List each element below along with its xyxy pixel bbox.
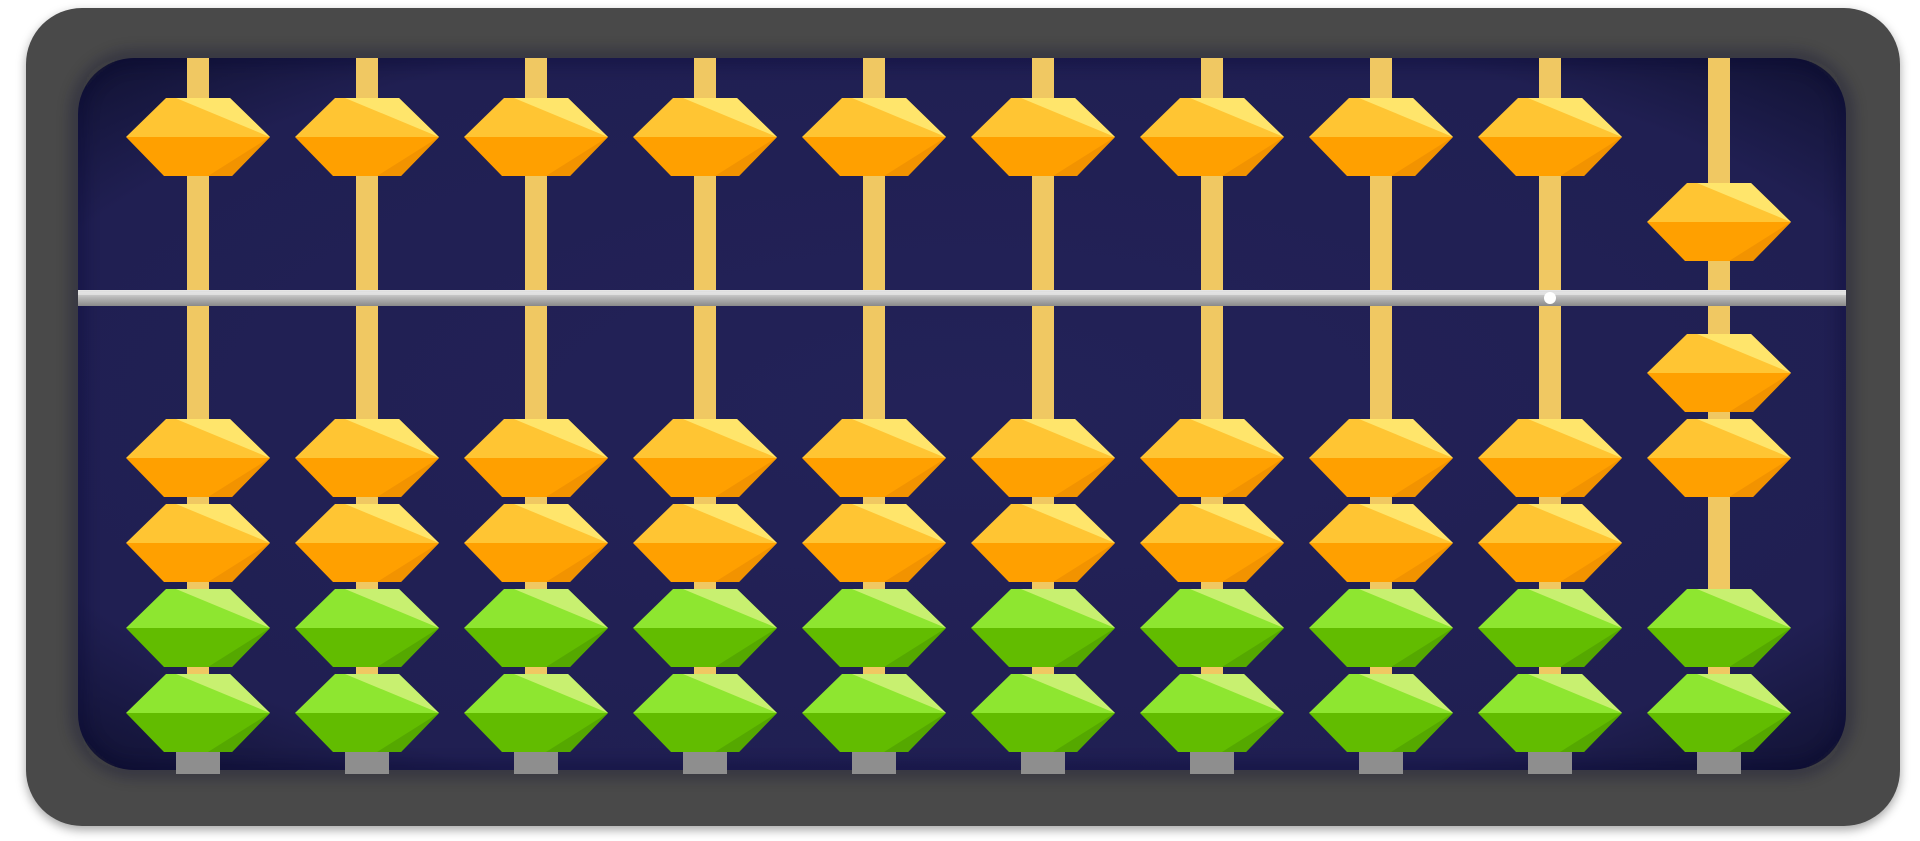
rod-foot-10 bbox=[1697, 752, 1741, 774]
rod-foot-4 bbox=[683, 752, 727, 774]
rod-foot-9 bbox=[1528, 752, 1572, 774]
rod-foot-2 bbox=[345, 752, 389, 774]
rod-foot-6 bbox=[1021, 752, 1065, 774]
rod-foot-3 bbox=[514, 752, 558, 774]
rod-foot-5 bbox=[852, 752, 896, 774]
rod-foot-1 bbox=[176, 752, 220, 774]
rod-foot-8 bbox=[1359, 752, 1403, 774]
unit-dot bbox=[1544, 292, 1556, 304]
reckoning-bar-shine bbox=[78, 292, 1846, 295]
rod-foot-7 bbox=[1190, 752, 1234, 774]
reckoning-bar-group bbox=[78, 290, 1846, 306]
